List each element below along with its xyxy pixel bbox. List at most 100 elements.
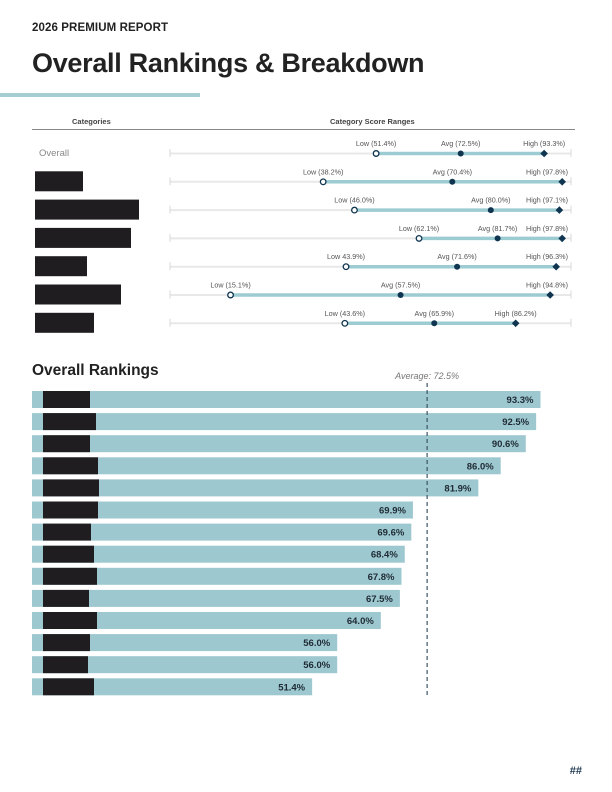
range-row: Low (38.2%) Avg (70.4%) High (97.8%) (35, 167, 572, 192)
redacted-ranking-label (43, 457, 98, 475)
high-label: High (97.8%) (526, 224, 568, 233)
bar-value-label: 90.6% (492, 439, 519, 450)
low-marker (351, 206, 358, 214)
low-label: Low (46.0%) (334, 196, 374, 205)
high-marker (558, 178, 566, 186)
ranking-bar (32, 457, 501, 475)
page-number: ## (569, 765, 582, 777)
avg-marker (454, 263, 461, 270)
low-label: Low 43.9%) (327, 252, 365, 261)
low-label: Low (51.4%) (356, 139, 396, 148)
avg-marker (487, 207, 494, 214)
ranking-row: 56.0% (32, 634, 338, 652)
category-label: Overall (39, 148, 69, 159)
ranking-row: 51.4% (32, 678, 313, 696)
ranking-row: 81.9% (32, 479, 479, 497)
bar-value-label: 56.0% (303, 660, 330, 671)
redacted-category-label (35, 199, 139, 220)
ranking-bar (32, 413, 537, 431)
ranking-bar (32, 656, 338, 674)
range-row: Low (46.0%) Avg (80.0%) High (97.1%) (35, 196, 572, 220)
low-label: Low (38.2%) (303, 167, 343, 176)
redacted-ranking-label (43, 634, 90, 652)
redacted-ranking-label (43, 523, 91, 541)
bar-value-label: 56.0% (303, 638, 330, 649)
range-row: Low (43.6%) Avg (65.9%) High (86.2%) (35, 309, 572, 333)
ranking-bar (32, 435, 526, 453)
ranking-row: 56.0% (32, 656, 338, 674)
high-marker (511, 319, 520, 328)
redacted-ranking-label (43, 589, 89, 607)
ranking-bar (32, 678, 313, 696)
low-label: Low (15.1%) (210, 281, 250, 290)
redacted-category-label (35, 227, 131, 248)
redacted-ranking-label (43, 479, 99, 497)
column-header-score-ranges: Category Score Ranges (330, 117, 415, 126)
bar-value-label: 81.9% (444, 483, 471, 494)
redacted-ranking-label (43, 656, 88, 674)
avg-marker (457, 150, 464, 157)
bar-value-label: 86.0% (467, 461, 494, 472)
redacted-ranking-label (43, 612, 97, 629)
redacted-ranking-label (43, 413, 96, 431)
bar-value-label: 93.3% (507, 395, 534, 406)
ranking-row: 64.0% (32, 612, 381, 629)
low-marker (319, 178, 327, 186)
high-label: High (86.2%) (495, 309, 537, 318)
page-title: Overall Rankings & Breakdown (32, 48, 425, 78)
redacted-ranking-label (43, 567, 97, 585)
redacted-category-label (35, 284, 121, 305)
bar-value-label: 68.4% (371, 550, 398, 561)
ranking-bar (32, 567, 402, 585)
avg-label: Avg (65.9%) (415, 309, 454, 318)
avg-label: Avg (57.5%) (381, 281, 420, 290)
ranking-row: 69.6% (32, 523, 412, 541)
high-label: High (93.3%) (523, 139, 565, 148)
avg-marker (449, 178, 456, 185)
range-row: Low 43.9%) Avg (71.6%) High (96.3%) (35, 252, 572, 277)
ranking-row: 86.0% (32, 457, 501, 475)
high-marker (555, 206, 564, 214)
ranking-row: 93.3% (32, 391, 541, 408)
ranking-bar (32, 545, 405, 563)
low-marker (227, 291, 235, 299)
ranking-row: 90.6% (32, 435, 526, 453)
bar-value-label: 67.5% (366, 594, 393, 605)
bar-value-label: 69.6% (377, 528, 404, 539)
high-marker (540, 149, 548, 158)
bar-value-label: 51.4% (278, 682, 305, 693)
ranking-row: 68.4% (32, 545, 405, 563)
range-row: Low (62.1%) Avg (81.7%) High (97.8%) (35, 224, 572, 248)
low-marker (415, 234, 423, 242)
high-marker (546, 291, 554, 299)
ranking-row: 67.8% (32, 567, 402, 585)
high-label: High (96.3%) (526, 252, 568, 261)
rankings-section-title: Overall Rankings (32, 362, 159, 379)
avg-label: Avg (72.5%) (441, 139, 480, 148)
ranking-row: 67.5% (32, 589, 400, 607)
avg-label: Avg (70.4%) (433, 167, 472, 176)
redacted-ranking-label (43, 391, 90, 408)
ranking-bar (32, 612, 381, 629)
redacted-ranking-label (43, 678, 94, 696)
ranking-bar (32, 523, 412, 541)
bar-value-label: 67.8% (368, 572, 395, 583)
redacted-ranking-label (43, 545, 94, 563)
header-divider (32, 129, 575, 130)
high-marker (552, 262, 560, 271)
ranking-bar (32, 501, 413, 519)
redacted-category-label (35, 171, 83, 192)
low-label: Low (43.6%) (325, 309, 365, 318)
high-marker (558, 234, 566, 243)
report-kicker: 2026 PREMIUM REPORT (32, 22, 169, 34)
accent-rule (0, 93, 200, 97)
bar-value-label: 92.5% (502, 417, 529, 428)
avg-label: Avg (80.0%) (471, 196, 510, 205)
low-label: Low (62.1%) (399, 224, 439, 233)
ranking-bar (32, 479, 479, 497)
avg-marker (397, 292, 404, 298)
redacted-category-label (35, 256, 87, 277)
bar-value-label: 64.0% (347, 616, 374, 627)
